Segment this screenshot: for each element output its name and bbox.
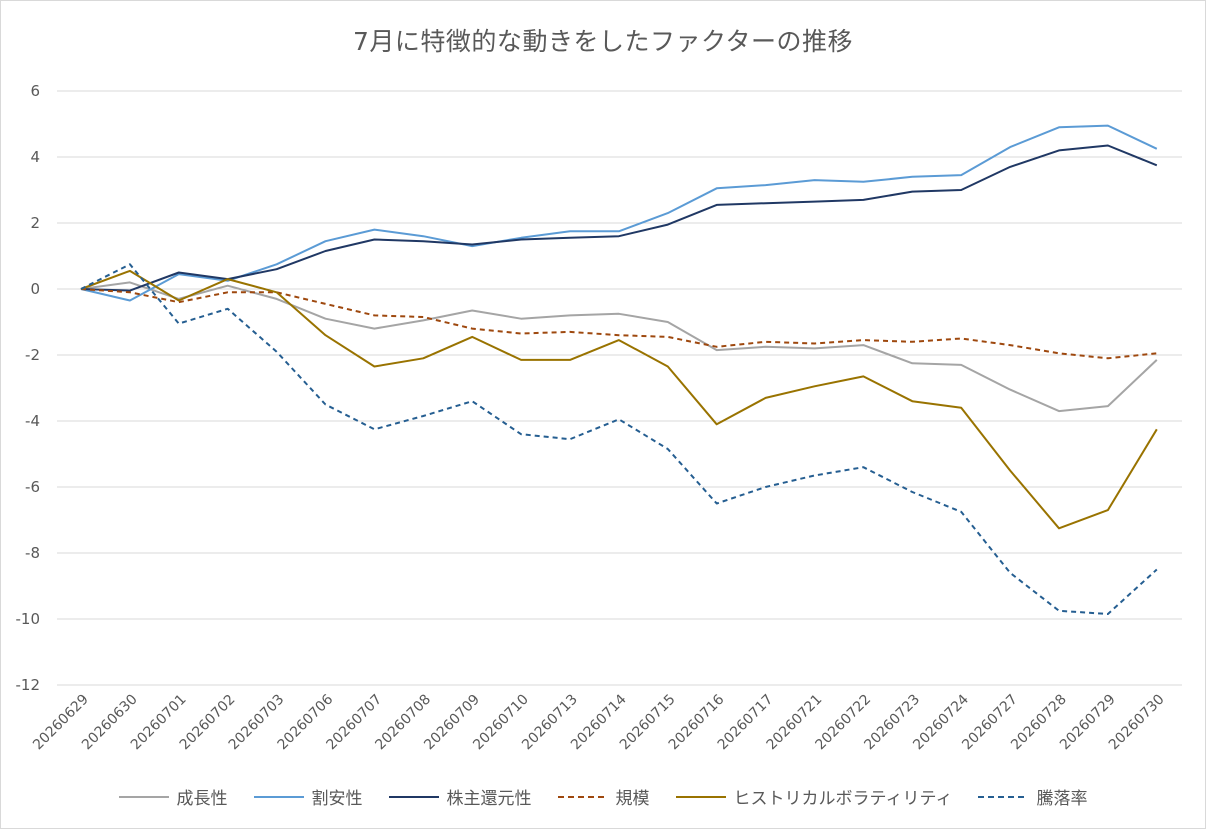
legend-swatch	[675, 795, 726, 798]
legend-swatch	[388, 795, 439, 798]
legend-swatch	[557, 795, 608, 798]
legend-label: 株主還元性	[446, 789, 532, 809]
legend-swatch	[253, 795, 304, 798]
y-tick-label: -10	[16, 610, 41, 628]
legend-item: 株主還元性	[388, 784, 532, 809]
y-tick-label: -12	[16, 676, 41, 694]
series-line	[80, 124, 1158, 302]
y-tick-label: 0	[30, 280, 40, 298]
legend-label: 騰落率	[1036, 789, 1088, 809]
y-axis-tick-labels: 6 4 2 0 -2 -4 -6 -8 -10 -12	[16, 82, 41, 694]
y-tick-label: -2	[25, 346, 40, 364]
legend-item: ヒストリカルボラティリティ	[675, 784, 953, 809]
legend-label: ヒストリカルボラティリティ	[733, 789, 953, 809]
legend: 成長性 割安性 株主還元性 規模 ヒストリカルボラティリティ 騰落率	[0, 784, 1206, 809]
y-tick-label: 4	[30, 148, 40, 166]
legend-item: 成長性	[118, 784, 228, 809]
series-line	[80, 281, 1158, 413]
series-line	[80, 263, 1158, 615]
x-axis-tick-labels: 2026062920260630202607012026070220260703…	[30, 691, 1168, 753]
series-line	[80, 269, 1158, 530]
legend-label: 成長性	[176, 789, 228, 809]
series-line	[80, 144, 1158, 292]
legend-label: 規模	[615, 789, 650, 809]
gridlines	[57, 90, 1182, 686]
legend-label: 割安性	[311, 789, 363, 809]
legend-item: 規模	[557, 784, 650, 809]
y-tick-label: -8	[25, 544, 40, 562]
legend-swatch	[118, 795, 169, 798]
legend-item: 割安性	[253, 784, 363, 809]
y-tick-label: 2	[30, 214, 40, 232]
series-line	[80, 288, 1157, 360]
legend-item: 騰落率	[978, 784, 1087, 809]
legend-swatch	[978, 795, 1029, 798]
y-tick-label: -4	[25, 412, 40, 430]
chart-title: 7月に特徴的な動きをしたファクターの推移	[353, 27, 853, 56]
y-tick-label: 6	[30, 82, 40, 100]
series-lines	[80, 124, 1158, 615]
y-tick-label: -6	[25, 478, 40, 496]
